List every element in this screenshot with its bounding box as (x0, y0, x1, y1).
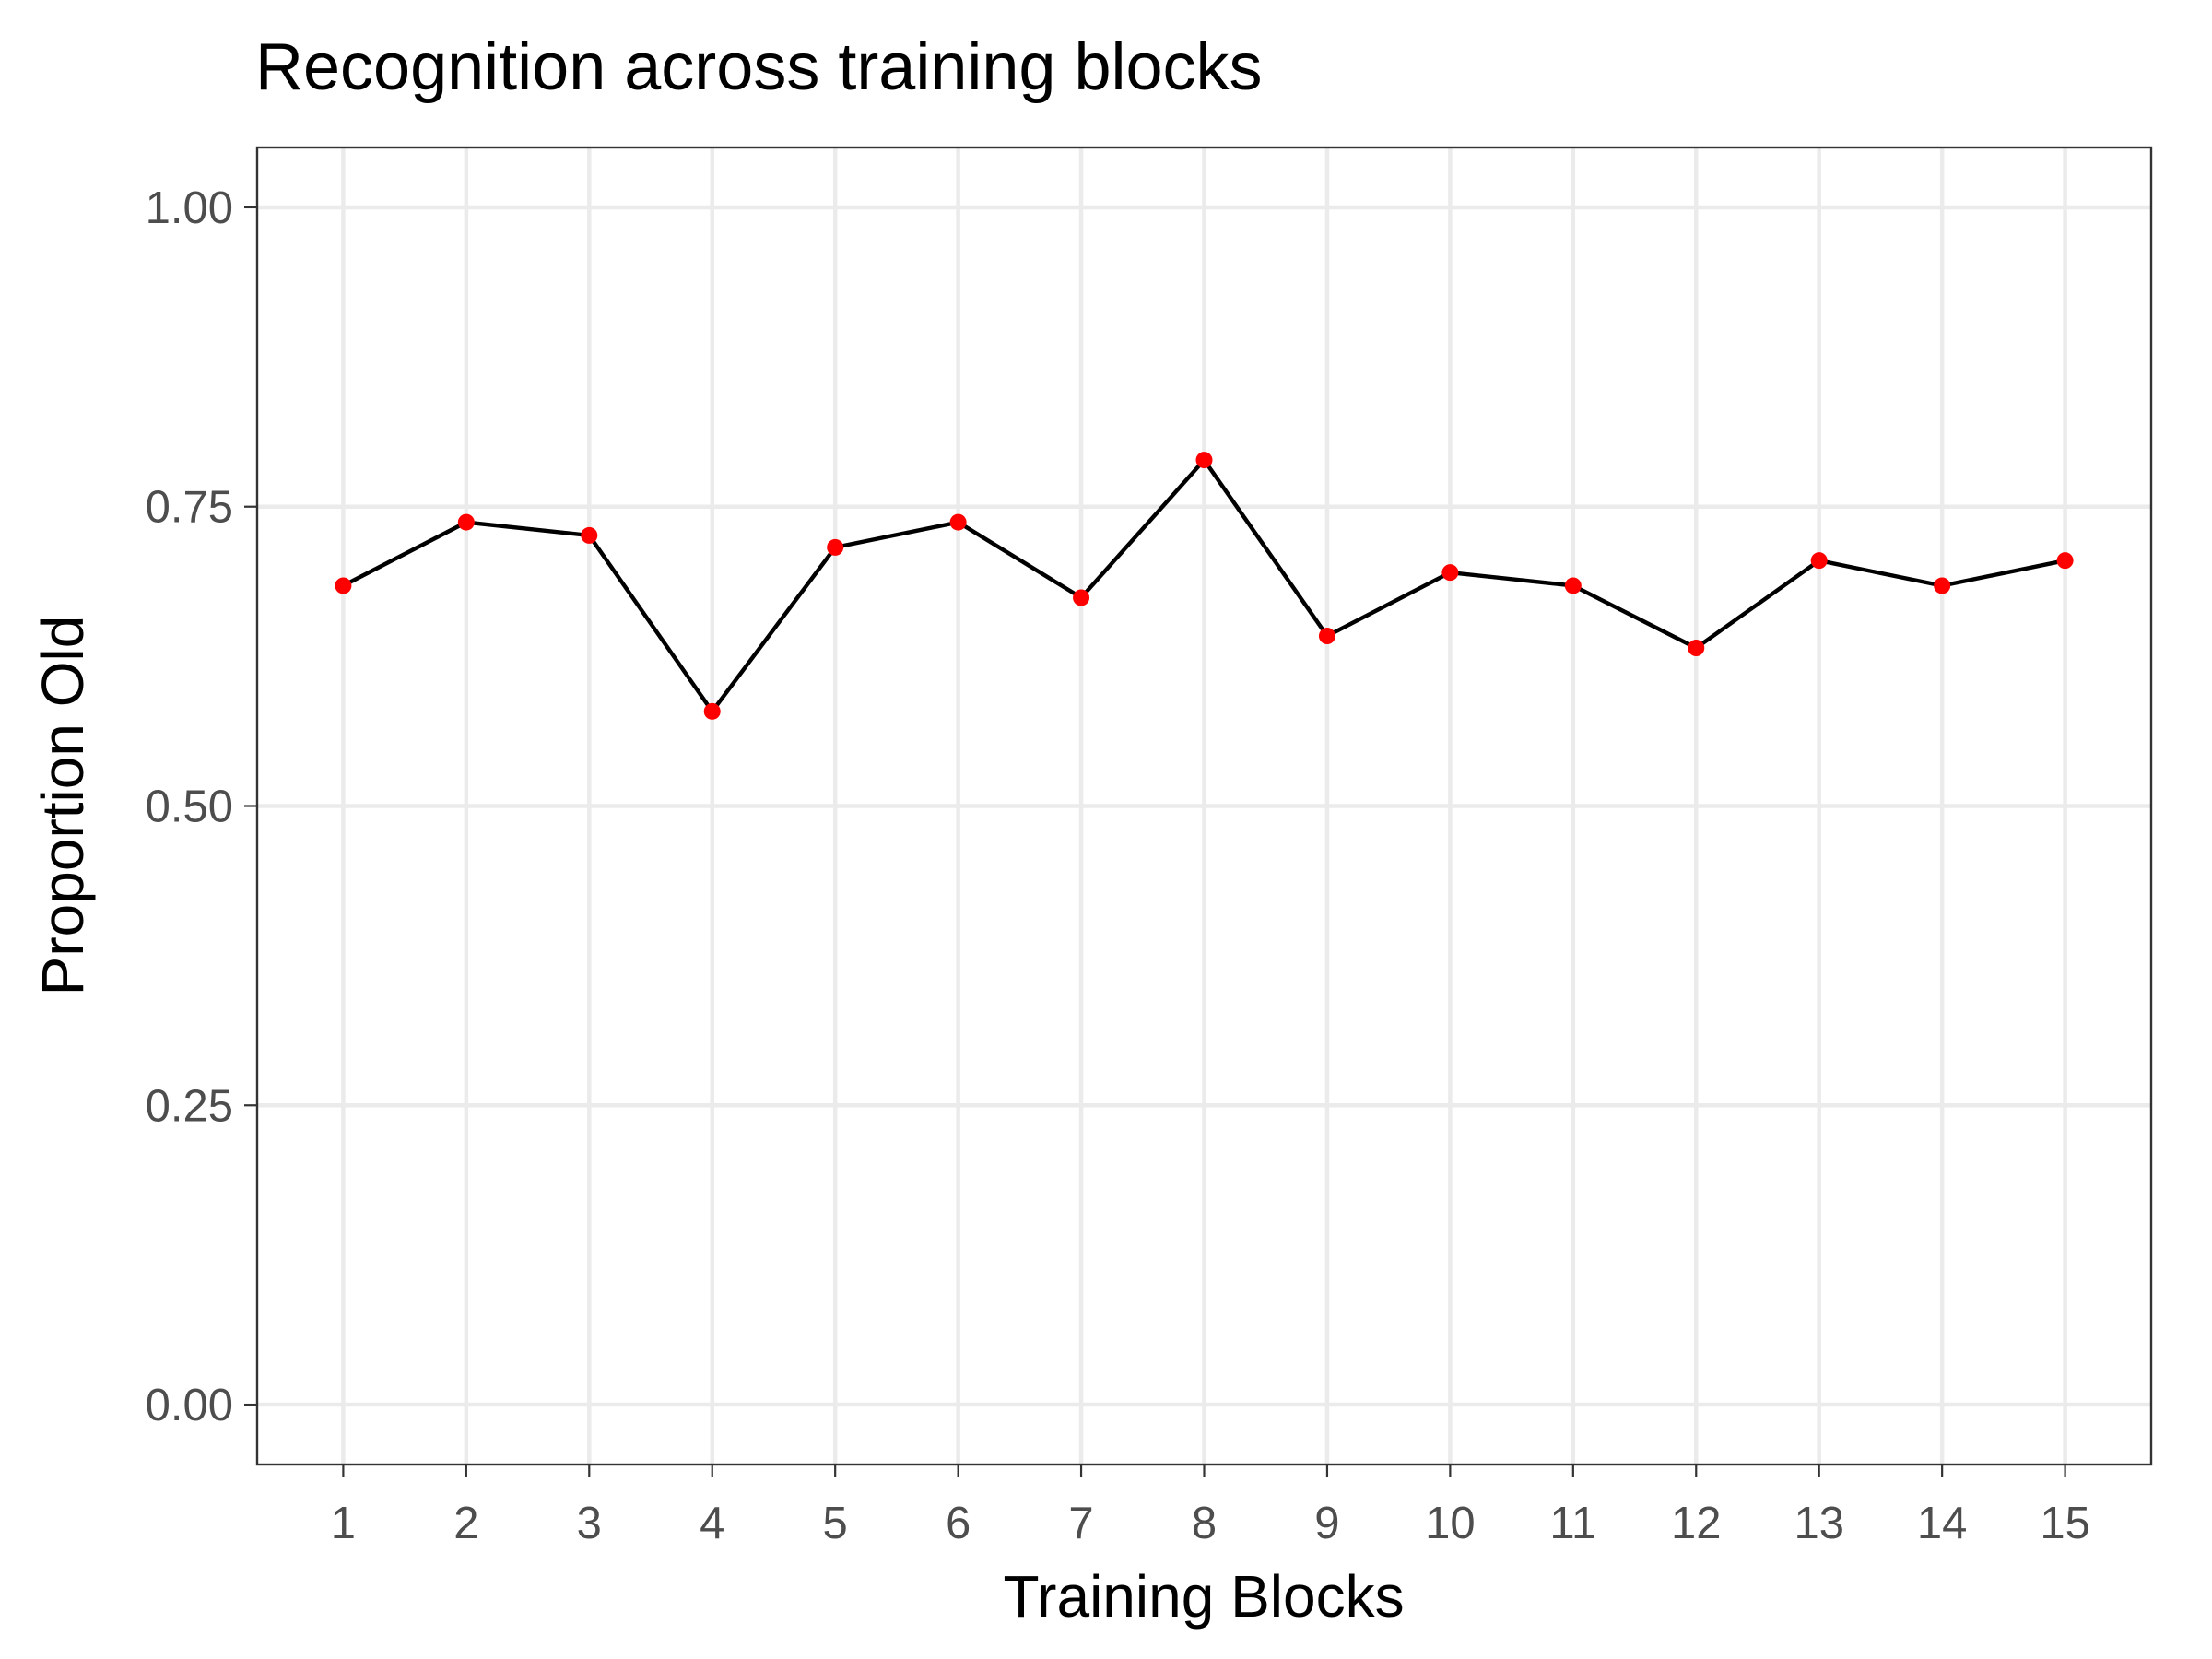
data-point (1934, 577, 1951, 594)
chart-title: Recognition across training blocks (255, 30, 1263, 104)
data-point (1564, 577, 1582, 594)
data-point (335, 577, 352, 594)
x-tick-label: 9 (1314, 1499, 1339, 1548)
axes: 1 2 3 4 5 6 7 8 9 10 11 12 13 14 150.000.250.500.751.0… (146, 183, 2090, 1548)
data-point (581, 526, 598, 544)
x-tick-label: 15 (2040, 1499, 2090, 1548)
data-point (703, 702, 721, 720)
x-tick-label: 8 (1192, 1499, 1217, 1548)
data-point (949, 513, 967, 531)
x-tick-label: 3 (577, 1499, 602, 1548)
data-point (1318, 628, 1335, 645)
x-tick-label: 10 (1425, 1499, 1476, 1548)
x-tick-label: 12 (1671, 1499, 1722, 1548)
data-series (335, 452, 2074, 720)
x-tick-label: 6 (946, 1499, 971, 1548)
x-tick-label: 7 (1068, 1499, 1093, 1548)
x-tick-label: 14 (1917, 1499, 1968, 1548)
x-tick-label: 1 (331, 1499, 356, 1548)
data-point (457, 513, 475, 531)
x-axis-title: Training Blocks (1003, 1563, 1404, 1630)
data-point (1195, 452, 1213, 469)
x-tick-label: 11 (1549, 1499, 1596, 1548)
x-tick-label: 13 (1794, 1499, 1844, 1548)
y-tick-label: 1.00 (146, 183, 233, 233)
data-point (1688, 640, 1705, 657)
y-tick-label: 0.50 (146, 782, 233, 832)
data-point (1073, 589, 1090, 606)
y-tick-label: 0.25 (146, 1081, 233, 1131)
data-point (827, 538, 844, 556)
x-tick-label: 4 (700, 1499, 724, 1548)
x-tick-label: 2 (453, 1499, 478, 1548)
data-point (2056, 552, 2074, 570)
gridlines (257, 147, 2151, 1465)
data-point (1441, 564, 1459, 582)
y-tick-label: 0.75 (146, 483, 233, 533)
y-tick-label: 0.00 (146, 1381, 233, 1430)
data-point (1810, 552, 1828, 570)
y-axis-title: Proportion Old (29, 616, 96, 996)
x-tick-label: 5 (823, 1499, 848, 1548)
